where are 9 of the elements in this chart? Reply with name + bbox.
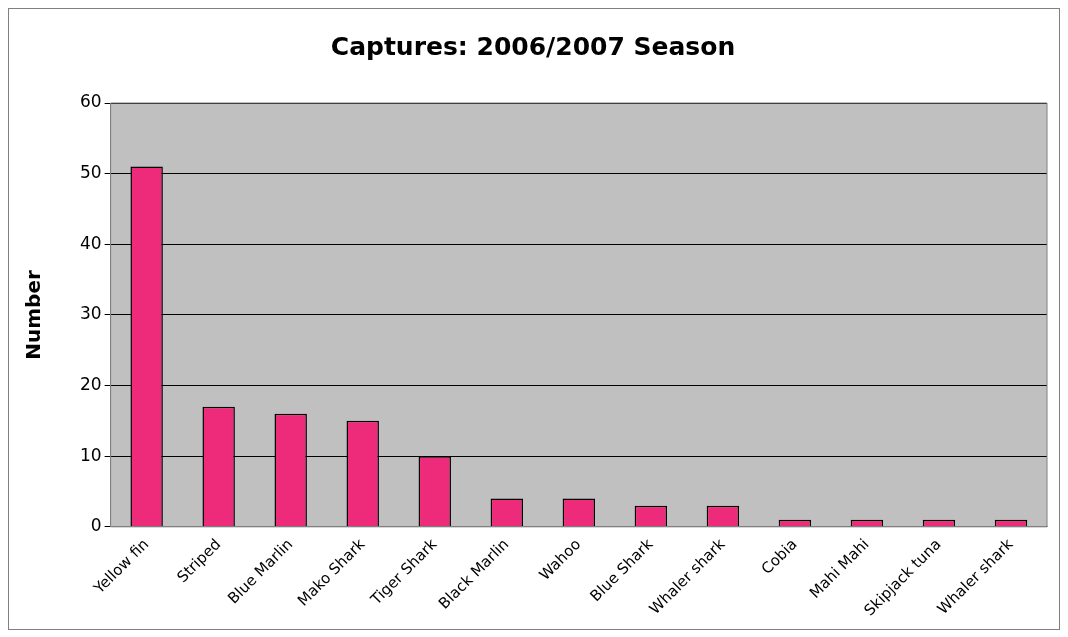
y-axis-title: Number <box>21 270 46 360</box>
chart-title: Captures: 2006/2007 Season <box>330 31 736 61</box>
y-tick-label: 10 <box>79 444 102 465</box>
y-tick-label: 20 <box>79 373 102 394</box>
y-tick-label: 40 <box>79 232 102 253</box>
y-tick-label: 30 <box>79 303 102 324</box>
y-tick-label: 60 <box>79 91 102 112</box>
y-tick-label: 0 <box>90 515 102 536</box>
y-tick-label: 50 <box>79 162 102 183</box>
